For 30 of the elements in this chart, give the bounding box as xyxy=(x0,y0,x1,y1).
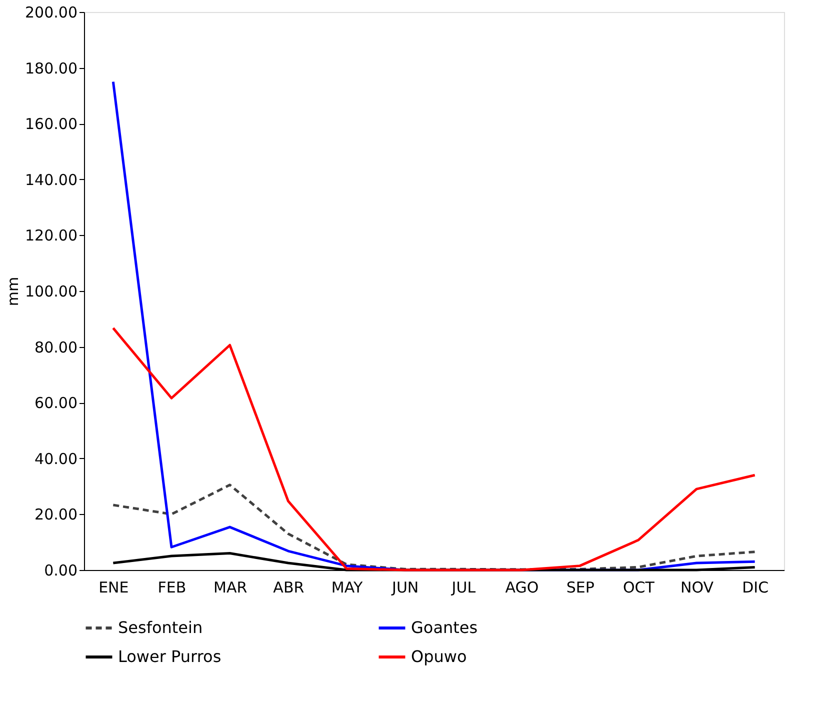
y-tick-label: 0.00 xyxy=(44,562,78,580)
line-series xyxy=(112,484,756,571)
y-tick-label: 160.00 xyxy=(25,115,78,134)
y-axis-title: mm xyxy=(4,276,22,306)
x-tick-label: SEP xyxy=(566,578,594,596)
y-tick-label: 20.00 xyxy=(34,506,78,524)
x-tick-label: MAR xyxy=(214,578,248,596)
x-tick-label: JUN xyxy=(391,578,419,596)
y-tick-label: 120.00 xyxy=(25,226,78,245)
y-tick-label: 180.00 xyxy=(25,59,78,78)
legend-label: Goantes xyxy=(411,618,478,637)
x-tick-label: OCT xyxy=(622,578,656,596)
y-tick-label: 40.00 xyxy=(34,450,78,468)
legend-label: Lower Purros xyxy=(118,647,222,666)
line-series xyxy=(112,326,756,572)
x-tick-label: FEB xyxy=(158,578,186,596)
x-tick-label: MAY xyxy=(331,578,364,596)
y-tick-label: 140.00 xyxy=(25,170,78,189)
y-tick-label: 80.00 xyxy=(34,338,78,356)
x-tick-label: DIC xyxy=(742,578,769,596)
y-tick-label: 100.00 xyxy=(25,282,78,300)
x-tick-label: AGO xyxy=(505,578,539,596)
x-tick-label: NOV xyxy=(680,578,714,596)
y-tick-label: 200.00 xyxy=(25,4,78,22)
x-tick-label: JUL xyxy=(450,578,476,596)
legend-label: Opuwo xyxy=(411,647,467,666)
legend-label: Sesfontein xyxy=(118,618,203,637)
x-tick-label: ABR xyxy=(273,578,304,596)
y-tick-label: 60.00 xyxy=(34,394,78,412)
x-tick-label: ENE xyxy=(98,578,129,596)
